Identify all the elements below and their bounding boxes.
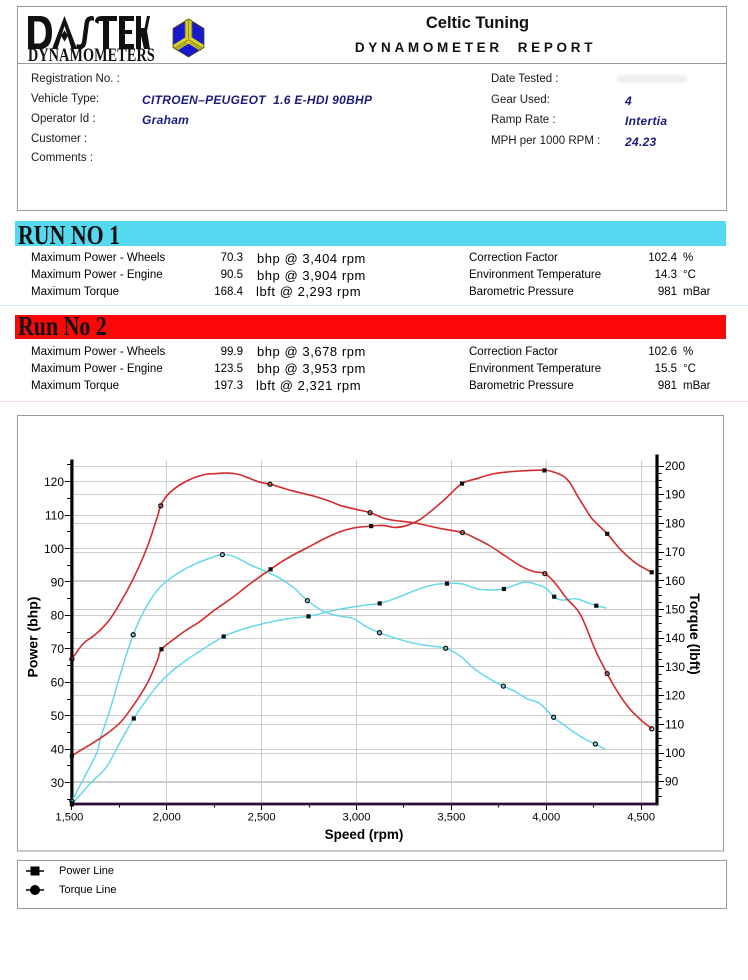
svg-text:120: 120	[665, 689, 685, 703]
svg-text:190: 190	[665, 488, 685, 502]
svg-text:2,500: 2,500	[248, 812, 276, 824]
svg-text:140: 140	[665, 631, 685, 645]
svg-text:90: 90	[665, 775, 679, 789]
svg-text:50: 50	[51, 709, 65, 723]
svg-text:40: 40	[51, 743, 65, 757]
svg-text:120: 120	[44, 475, 64, 489]
svg-text:110: 110	[45, 508, 64, 522]
svg-text:4,500: 4,500	[627, 812, 655, 824]
svg-text:170: 170	[665, 545, 685, 559]
svg-text:130: 130	[665, 660, 685, 674]
svg-text:100: 100	[665, 746, 685, 760]
svg-text:80: 80	[51, 609, 65, 623]
svg-text:70: 70	[51, 642, 65, 656]
svg-text:3,500: 3,500	[437, 812, 465, 824]
svg-text:100: 100	[44, 542, 64, 556]
svg-text:Power (bhp): Power (bhp)	[25, 597, 41, 678]
svg-text:200: 200	[665, 459, 685, 473]
svg-text:90: 90	[51, 575, 65, 589]
svg-text:60: 60	[51, 676, 65, 690]
svg-text:160: 160	[665, 574, 685, 588]
svg-text:4,000: 4,000	[532, 812, 560, 824]
svg-text:30: 30	[51, 776, 65, 790]
svg-text:Speed (rpm): Speed (rpm)	[325, 827, 404, 842]
svg-text:1,500: 1,500	[55, 812, 83, 824]
svg-text:180: 180	[665, 516, 685, 530]
svg-text:110: 110	[665, 717, 684, 731]
svg-text:2,000: 2,000	[153, 812, 181, 824]
svg-text:3,000: 3,000	[343, 812, 371, 824]
svg-text:150: 150	[665, 603, 685, 617]
svg-text:Torque (lbft): Torque (lbft)	[687, 593, 703, 674]
